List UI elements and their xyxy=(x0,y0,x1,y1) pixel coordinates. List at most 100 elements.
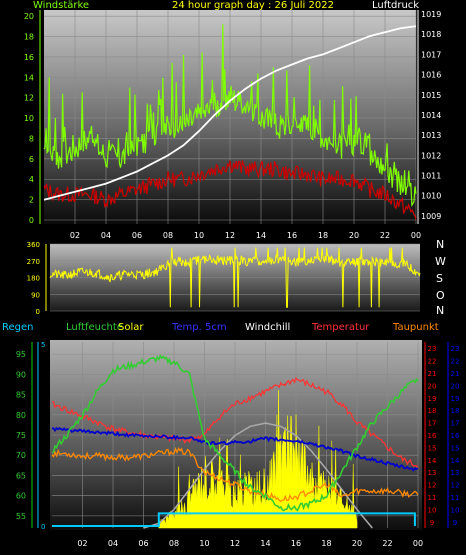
tick-label: 70 xyxy=(16,451,26,460)
tick-label: 0 xyxy=(36,308,40,316)
tick-label: 18 xyxy=(24,33,34,42)
tick-label: 0 xyxy=(29,216,34,225)
tick-label: 95 xyxy=(16,350,26,359)
tick-label: 22 xyxy=(382,539,392,548)
tick-label: 14 xyxy=(451,457,460,465)
rain-series xyxy=(52,512,416,527)
tick-label: 12 xyxy=(24,94,34,103)
legend-solar: Solar xyxy=(118,322,144,333)
tick-label: 10 xyxy=(451,506,460,514)
tick-label: 20 xyxy=(24,12,34,21)
tick-label: 00 xyxy=(411,231,421,240)
tick-label: 02 xyxy=(77,539,87,548)
direction-label-s: S xyxy=(436,272,443,285)
tick-label: 21 xyxy=(451,370,460,378)
tick-label: 65 xyxy=(16,471,26,480)
humidity-series xyxy=(51,354,419,512)
wind-direction-series xyxy=(49,247,421,308)
tick-label: 1014 xyxy=(421,111,441,120)
tick-label: 12 xyxy=(451,482,460,490)
tick-label: 16 xyxy=(451,432,460,440)
direction-label-n-top: N xyxy=(436,238,445,251)
legend-regen: Regen xyxy=(2,322,34,333)
direction-label-w: W xyxy=(435,255,446,268)
wind-series xyxy=(43,24,417,208)
tick-label: 16 xyxy=(287,231,297,240)
tick-label: 23 xyxy=(451,345,460,353)
tick-label: 02 xyxy=(70,231,80,240)
direction-label-o: O xyxy=(436,289,445,302)
tick-label: 0 xyxy=(41,523,45,531)
tick-label: 18 xyxy=(321,539,331,548)
tick-label: 14 xyxy=(428,457,437,465)
tick-label: 22 xyxy=(428,358,437,366)
tick-label: 06 xyxy=(138,539,148,548)
tick-label: 18 xyxy=(318,231,328,240)
tick-label: 15 xyxy=(451,444,460,452)
tick-label: 06 xyxy=(132,231,142,240)
tick-label: 13 xyxy=(451,469,460,477)
temp5cm-series xyxy=(51,426,419,472)
tick-label: 80 xyxy=(16,411,26,420)
tick-label: 1010 xyxy=(421,192,441,201)
tick-label: 04 xyxy=(101,231,111,240)
temperature-series xyxy=(51,376,419,469)
pressure-series xyxy=(43,25,417,201)
tick-label: 21 xyxy=(428,370,437,378)
tick-label: 60 xyxy=(16,492,26,501)
tick-label: 16 xyxy=(24,53,34,62)
header-right-label: Luftdruck xyxy=(372,0,420,11)
tick-label: 17 xyxy=(428,420,437,428)
tick-label: 00 xyxy=(413,539,423,548)
tick-label: 1019 xyxy=(421,10,441,19)
wind-average-series xyxy=(43,160,417,220)
tick-label: 1011 xyxy=(421,172,441,181)
tick-label: 08 xyxy=(169,539,179,548)
tick-label: 11 xyxy=(451,494,460,502)
tick-label: 12 xyxy=(230,539,240,548)
tick-label: 14 xyxy=(24,73,34,82)
tick-label: 20 xyxy=(352,539,362,548)
tick-label: 1018 xyxy=(421,30,441,39)
tick-label: 1012 xyxy=(421,151,441,160)
tick-label: 19 xyxy=(451,395,460,403)
tick-label: 08 xyxy=(163,231,173,240)
legend-luftfeuchte: Luftfeuchte xyxy=(66,322,123,333)
tick-label: 2 xyxy=(29,196,34,205)
tick-label: 18 xyxy=(428,407,437,415)
tick-label: 19 xyxy=(428,395,437,403)
tick-label: 90 xyxy=(31,291,40,299)
page-title: 24 hour graph day : 26 Juli 2022 xyxy=(172,0,334,11)
tick-label: 11 xyxy=(428,494,437,502)
tick-label: 16 xyxy=(428,432,437,440)
tick-label: 10 xyxy=(24,114,34,123)
tick-label: 20 xyxy=(451,382,460,390)
header-left-label: Windstärke xyxy=(33,0,90,11)
tick-label: 12 xyxy=(428,482,437,490)
tick-label: 14 xyxy=(260,539,270,548)
tick-label: 1017 xyxy=(421,50,441,59)
tick-label: 360 xyxy=(27,241,40,249)
tick-label: 23 xyxy=(428,345,437,353)
legend-temperatur: Temperatur xyxy=(312,322,370,333)
tick-label: 9 xyxy=(453,519,457,527)
legend-windchill: Windchill xyxy=(245,322,291,333)
tick-label: 14 xyxy=(256,231,266,240)
tick-label: 20 xyxy=(349,231,359,240)
legend-taupunkt: Taupunkt xyxy=(393,322,439,333)
tick-label: 13 xyxy=(428,469,437,477)
tick-label: 6 xyxy=(29,155,34,164)
tick-label: 180 xyxy=(27,275,40,283)
tick-label: 12 xyxy=(225,231,235,240)
tick-label: 16 xyxy=(291,539,301,548)
tick-label: 20 xyxy=(428,382,437,390)
tick-label: 9 xyxy=(430,519,434,527)
tick-label: 1015 xyxy=(421,91,441,100)
tick-label: 22 xyxy=(380,231,390,240)
tick-label: 10 xyxy=(428,506,437,514)
tick-label: 1009 xyxy=(421,212,441,221)
legend-temp5cm: Temp. 5cm xyxy=(172,322,227,333)
tick-label: 18 xyxy=(451,407,460,415)
tick-label: 04 xyxy=(108,539,118,548)
